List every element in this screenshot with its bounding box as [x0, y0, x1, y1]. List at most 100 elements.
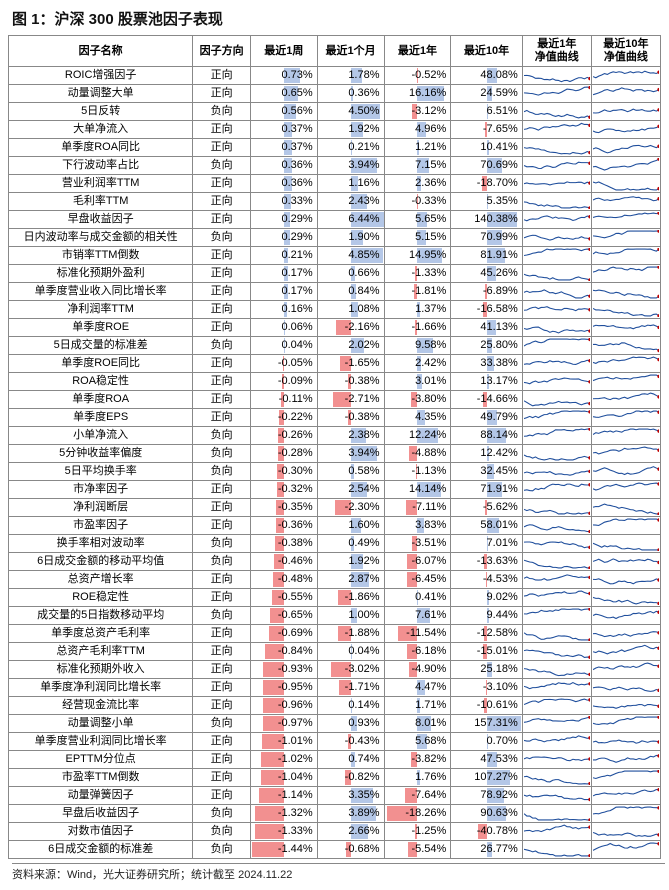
sparkline-1y [522, 553, 591, 571]
cell-w1: -0.09% [250, 373, 317, 391]
cell-w1: -0.48% [250, 571, 317, 589]
table-row: 净利润率TTM正向0.16%1.08%1.37%-16.58% [9, 301, 661, 319]
cell-name: 标准化预期外收入 [9, 661, 193, 679]
cell-w1: -1.01% [250, 733, 317, 751]
sparkline-10y [591, 427, 660, 445]
cell-y1: -6.07% [384, 553, 451, 571]
cell-name: ROE稳定性 [9, 589, 193, 607]
cell-dir: 正向 [193, 139, 251, 157]
cell-y1: 4.96% [384, 121, 451, 139]
cell-w1: 0.17% [250, 265, 317, 283]
sparkline-1y [522, 157, 591, 175]
cell-dir: 正向 [193, 85, 251, 103]
cell-w1: -1.32% [250, 805, 317, 823]
cell-name: 动量调整大单 [9, 85, 193, 103]
cell-m1: 0.58% [317, 463, 384, 481]
cell-m1: 1.90% [317, 229, 384, 247]
cell-w1: 0.37% [250, 139, 317, 157]
cell-dir: 正向 [193, 697, 251, 715]
cell-y10: 88.14% [451, 427, 522, 445]
cell-m1: 2.02% [317, 337, 384, 355]
table-row: 早盘收益因子正向0.29%6.44%5.65%140.38% [9, 211, 661, 229]
cell-y10: -6.89% [451, 283, 522, 301]
cell-m1: 1.08% [317, 301, 384, 319]
sparkline-1y [522, 751, 591, 769]
cell-name: ROIC增强因子 [9, 67, 193, 85]
sparkline-1y [522, 589, 591, 607]
cell-y10: 107.27% [451, 769, 522, 787]
table-row: 动量调整小单负向-0.97%0.93%8.01%157.31% [9, 715, 661, 733]
cell-name: 早盘后收益因子 [9, 805, 193, 823]
cell-dir: 正向 [193, 625, 251, 643]
table-row: 对数市值因子负向-1.33%2.66%-1.25%-40.78% [9, 823, 661, 841]
cell-w1: -0.26% [250, 427, 317, 445]
cell-y1: 12.24% [384, 427, 451, 445]
cell-w1: -0.11% [250, 391, 317, 409]
cell-m1: 6.44% [317, 211, 384, 229]
cell-y10: 25.80% [451, 337, 522, 355]
table-row: 单季度EPS正向-0.22%-0.38%4.35%49.79% [9, 409, 661, 427]
cell-w1: -0.22% [250, 409, 317, 427]
table-row: 单季度ROE正向0.06%-2.16%-1.66%41.13% [9, 319, 661, 337]
cell-y1: 3.01% [384, 373, 451, 391]
sparkline-10y [591, 607, 660, 625]
cell-y1: -1.13% [384, 463, 451, 481]
cell-y1: -1.33% [384, 265, 451, 283]
sparkline-10y [591, 337, 660, 355]
cell-m1: 0.21% [317, 139, 384, 157]
cell-name: 单季度总资产毛利率 [9, 625, 193, 643]
cell-name: 小单净流入 [9, 427, 193, 445]
cell-name: 6日成交金额的移动平均值 [9, 553, 193, 571]
cell-name: 大单净流入 [9, 121, 193, 139]
cell-y1: 7.61% [384, 607, 451, 625]
cell-dir: 正向 [193, 517, 251, 535]
cell-w1: 0.21% [250, 247, 317, 265]
cell-y10: -15.01% [451, 643, 522, 661]
cell-w1: 0.04% [250, 337, 317, 355]
cell-y10: -5.62% [451, 499, 522, 517]
source-note: 资料来源：Wind，光大证券研究所；统计截至 2024.11.22 [12, 863, 665, 882]
factor-table: 因子名称 因子方向 最近1周 最近1个月 最近1年 最近10年 最近1年净值曲线… [8, 35, 661, 859]
cell-w1: -1.14% [250, 787, 317, 805]
cell-m1: 1.60% [317, 517, 384, 535]
cell-m1: -2.16% [317, 319, 384, 337]
cell-y10: -10.61% [451, 697, 522, 715]
cell-dir: 正向 [193, 319, 251, 337]
cell-m1: -0.68% [317, 841, 384, 859]
cell-dir: 正向 [193, 391, 251, 409]
table-row: 小单净流入负向-0.26%2.38%12.24%88.14% [9, 427, 661, 445]
sparkline-1y [522, 571, 591, 589]
cell-dir: 正向 [193, 67, 251, 85]
cell-y10: 45.26% [451, 265, 522, 283]
cell-dir: 正向 [193, 769, 251, 787]
page-title: 图 1：沪深 300 股票池因子表现 [12, 8, 661, 29]
col-name: 因子名称 [9, 36, 193, 67]
cell-name: 动量调整小单 [9, 715, 193, 733]
cell-name: 日内波动率与成交金额的相关性 [9, 229, 193, 247]
cell-w1: -0.30% [250, 463, 317, 481]
cell-w1: 0.29% [250, 211, 317, 229]
sparkline-1y [522, 67, 591, 85]
sparkline-10y [591, 751, 660, 769]
table-row: 市盈率TTM倒数正向-1.04%-0.82%1.76%107.27% [9, 769, 661, 787]
cell-dir: 正向 [193, 211, 251, 229]
col-m1: 最近1个月 [317, 36, 384, 67]
col-sp1: 最近1年净值曲线 [522, 36, 591, 67]
sparkline-10y [591, 247, 660, 265]
cell-y1: -1.25% [384, 823, 451, 841]
cell-name: 总资产增长率 [9, 571, 193, 589]
sparkline-10y [591, 733, 660, 751]
cell-y1: 1.76% [384, 769, 451, 787]
cell-dir: 正向 [193, 301, 251, 319]
sparkline-1y [522, 643, 591, 661]
cell-y1: 8.01% [384, 715, 451, 733]
cell-m1: 0.93% [317, 715, 384, 733]
cell-w1: -0.93% [250, 661, 317, 679]
sparkline-10y [591, 265, 660, 283]
cell-w1: -1.44% [250, 841, 317, 859]
sparkline-10y [591, 283, 660, 301]
cell-w1: -0.84% [250, 643, 317, 661]
sparkline-10y [591, 85, 660, 103]
table-row: 6日成交金额的移动平均值负向-0.46%1.92%-6.07%-13.63% [9, 553, 661, 571]
table-row: 5日反转负向0.56%4.50%-3.12%6.51% [9, 103, 661, 121]
